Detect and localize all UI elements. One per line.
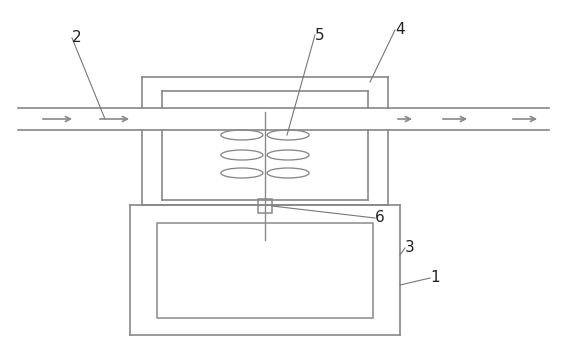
Text: 3: 3 <box>405 240 414 256</box>
Text: 2: 2 <box>72 30 82 46</box>
Text: 6: 6 <box>375 211 385 225</box>
Text: 1: 1 <box>430 270 439 285</box>
Text: 5: 5 <box>315 28 325 42</box>
Bar <box>258 199 272 213</box>
Text: 4: 4 <box>395 23 405 38</box>
Bar <box>157 223 373 318</box>
